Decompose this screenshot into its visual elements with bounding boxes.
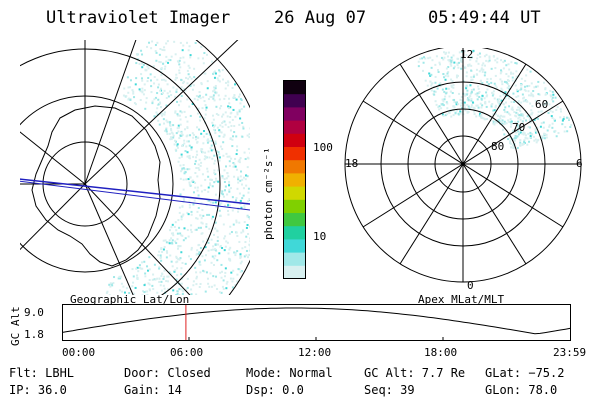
glat-label: GLat: −75.2 — [485, 366, 565, 380]
x-tick-0600: 06:00 — [170, 346, 204, 359]
mlat-label-80: 80 — [491, 140, 505, 153]
mlat-label-60: 60 — [535, 98, 549, 111]
altitude-ymax: 9.0 — [24, 306, 44, 319]
door-label: Door: Closed — [124, 366, 211, 380]
ip-label: IP: 36.0 — [9, 383, 67, 397]
date-label: 26 Aug 07 — [274, 8, 367, 28]
altitude-plot — [62, 304, 571, 341]
apex-polar-plot — [344, 48, 582, 283]
geo-caption: Geographic Lat/Lon — [70, 293, 190, 306]
colorbar-cell — [283, 252, 306, 266]
colorbar-cell — [283, 133, 306, 147]
mlat-label-70: 70 — [512, 121, 526, 134]
altitude-curve — [62, 307, 571, 335]
gc-alt-label: GC Alt: 7.7 Re — [364, 366, 466, 380]
mode-label: Mode: Normal — [246, 366, 333, 380]
colorbar-cell — [283, 172, 306, 187]
colorbar-cell — [283, 225, 306, 240]
mlt-label-0: 0 — [467, 279, 474, 292]
colorbar-cell — [283, 106, 306, 121]
apex-auroral-emission — [417, 49, 573, 149]
app-title: Ultraviolet Imager — [46, 8, 231, 28]
mlt-label-12: 12 — [460, 48, 474, 61]
altitude-ymin: 1.8 — [24, 328, 44, 341]
glon-label: GLon: 78.0 — [485, 383, 558, 397]
mlt-label-18: 18 — [345, 157, 359, 170]
altitude-ylabel: GC Alt — [9, 306, 22, 346]
colorbar-cell — [283, 199, 306, 213]
geographic-map — [20, 40, 250, 295]
antarctica-outline — [31, 105, 161, 267]
apex-caption: Apex MLat/MLT — [418, 293, 505, 306]
colorbar — [283, 80, 306, 279]
x-tick-2359: 23:59 — [553, 346, 587, 359]
gain-label: Gain: 14 — [124, 383, 182, 397]
colorbar-cell — [283, 265, 306, 279]
colorbar-cell — [283, 120, 306, 134]
auroral-emission — [105, 40, 250, 295]
colorbar-cell — [283, 80, 306, 95]
colorbar-cell — [283, 146, 306, 161]
dsp-label: Dsp: 0.0 — [246, 383, 304, 397]
seq-label: Seq: 39 — [364, 383, 415, 397]
filter-label: Flt: LBHL — [9, 366, 75, 380]
x-tick-1200: 12:00 — [298, 346, 332, 359]
colorbar-unit-label: photon cm⁻²s⁻¹ — [262, 147, 275, 240]
colorbar-cell — [283, 238, 306, 253]
colorbar-tick-100: 100 — [313, 141, 333, 154]
mlt-label-6: 6 — [576, 157, 583, 170]
time-label: 05:49:44 UT — [428, 8, 541, 28]
x-tick-0000: 00:00 — [62, 346, 96, 359]
colorbar-cell — [283, 212, 306, 227]
colorbar-cell — [283, 159, 306, 174]
colorbar-tick-10: 10 — [313, 230, 327, 243]
colorbar-cell — [283, 186, 306, 200]
x-tick-1800: 18:00 — [424, 346, 458, 359]
colorbar-cell — [283, 93, 306, 108]
